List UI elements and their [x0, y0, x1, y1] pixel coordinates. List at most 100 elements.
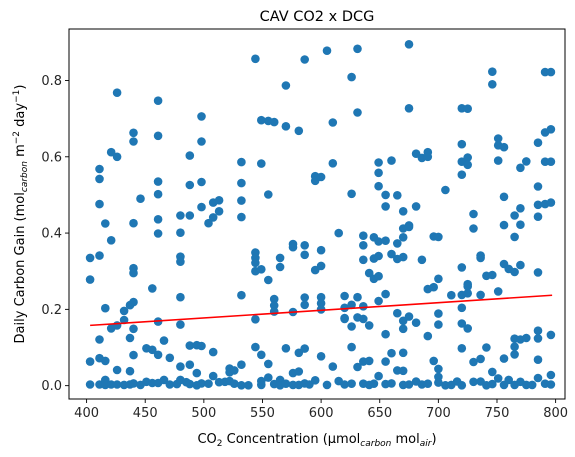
data-point — [310, 376, 320, 385]
data-point — [516, 163, 525, 173]
data-point — [281, 81, 291, 90]
data-point — [251, 258, 260, 268]
data-point — [387, 156, 396, 165]
data-point — [533, 326, 543, 336]
data-point — [482, 343, 491, 352]
data-point — [393, 239, 402, 248]
data-point — [159, 375, 169, 385]
data-point — [533, 334, 543, 343]
data-point — [316, 172, 326, 182]
data-point — [300, 293, 310, 302]
data-point — [381, 357, 390, 366]
data-point — [257, 265, 266, 274]
data-point — [257, 350, 266, 360]
data-point — [546, 198, 556, 207]
data-point — [95, 251, 104, 260]
data-point — [398, 207, 408, 216]
data-point — [112, 321, 122, 330]
data-point — [463, 160, 473, 170]
data-point — [347, 342, 356, 352]
data-point — [533, 138, 543, 147]
data-point — [101, 219, 110, 228]
data-point — [316, 245, 326, 255]
data-point — [328, 159, 338, 168]
data-point — [264, 373, 273, 382]
x-tick-label: 550 — [250, 406, 275, 421]
data-point — [353, 108, 362, 117]
data-point — [359, 255, 368, 265]
data-point — [393, 191, 402, 200]
data-point — [347, 72, 356, 82]
data-point — [546, 125, 556, 134]
data-point — [95, 164, 104, 174]
data-point — [176, 211, 185, 220]
data-point — [510, 232, 519, 242]
data-point — [457, 139, 467, 149]
data-point — [398, 233, 408, 242]
data-point — [411, 202, 421, 211]
data-point — [463, 324, 473, 333]
data-point — [281, 344, 291, 353]
data-point — [463, 104, 473, 113]
data-point — [457, 263, 467, 272]
data-point — [340, 291, 349, 301]
data-point — [499, 142, 509, 152]
data-point — [374, 237, 383, 246]
data-point — [457, 344, 467, 353]
data-point — [237, 212, 246, 222]
data-point — [237, 290, 246, 300]
data-point — [447, 290, 456, 300]
data-point — [411, 318, 421, 328]
data-point — [129, 297, 138, 307]
data-point — [204, 379, 213, 389]
data-point — [185, 151, 195, 160]
data-point — [353, 362, 362, 372]
y-tick-label: 0.4 — [41, 227, 62, 242]
data-point — [522, 157, 531, 166]
data-point — [197, 137, 206, 146]
y-axis: 0.0 0.2 0.4 0.6 0.8 — [41, 74, 69, 394]
data-point — [230, 379, 239, 389]
data-point — [476, 354, 485, 364]
data-point — [185, 341, 195, 350]
data-point — [434, 378, 443, 387]
x-axis-label: CO2 Concentration (μmolcarbon molair) — [197, 432, 436, 449]
data-point — [208, 347, 218, 357]
data-point — [364, 321, 374, 330]
data-point — [522, 380, 531, 390]
plot-frame — [68, 28, 566, 400]
data-point — [374, 271, 383, 281]
data-point — [334, 228, 344, 238]
data-point — [185, 211, 195, 220]
data-point — [398, 366, 408, 376]
data-point — [374, 296, 383, 306]
data-point — [300, 250, 310, 260]
data-point — [404, 40, 414, 49]
data-point — [527, 380, 537, 390]
data-point — [404, 222, 414, 232]
data-point — [281, 379, 291, 389]
data-point — [208, 213, 218, 222]
data-point — [398, 324, 408, 334]
data-point — [153, 229, 163, 238]
data-point — [101, 356, 110, 366]
data-point — [185, 379, 195, 389]
data-point — [488, 379, 497, 389]
data-point — [185, 180, 195, 190]
data-point — [244, 381, 253, 390]
x-tick-label: 750 — [485, 406, 510, 421]
data-point — [119, 315, 129, 325]
data-point — [316, 292, 326, 302]
data-point — [476, 253, 485, 263]
data-point — [457, 170, 467, 179]
data-point — [185, 360, 195, 370]
data-point — [381, 329, 390, 339]
data-point — [269, 117, 279, 127]
chart-title: CAV CO2 x DCG — [260, 9, 375, 25]
data-point — [176, 228, 185, 237]
data-point — [112, 88, 122, 97]
data-point — [165, 380, 175, 389]
data-point — [269, 301, 279, 310]
data-point — [504, 375, 513, 385]
